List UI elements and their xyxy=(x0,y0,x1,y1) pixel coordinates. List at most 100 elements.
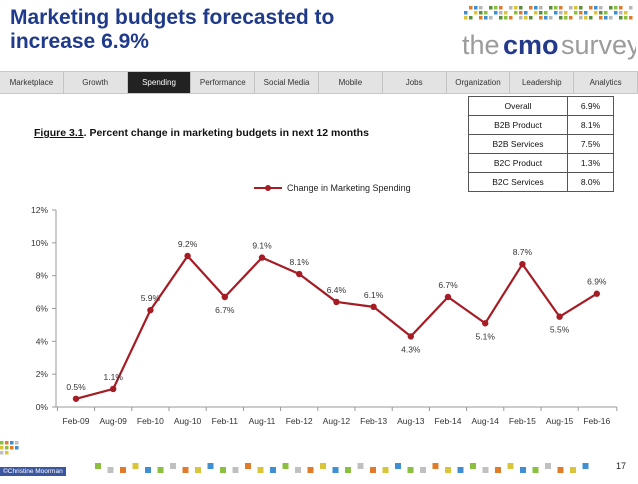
summary-row: B2C Product 1.3% xyxy=(468,153,614,173)
x-tick-label: Feb-09 xyxy=(63,416,90,426)
footer-square xyxy=(382,467,389,473)
summary-row: Overall 6.9% xyxy=(468,96,614,116)
footer-square xyxy=(545,463,551,469)
data-label: 4.3% xyxy=(401,344,421,354)
logo-dot xyxy=(594,6,598,10)
footer-credit: ©Christine Moorman xyxy=(0,467,66,476)
figure-label: Figure 3.1 xyxy=(34,127,84,139)
summary-value: 7.5% xyxy=(567,134,614,154)
data-label: 6.4% xyxy=(327,285,347,295)
footer-square xyxy=(432,463,439,469)
nav-tab-growth[interactable]: Growth xyxy=(64,72,128,93)
logo-dot xyxy=(464,16,468,20)
summary-table: Overall 6.9% B2B Product 8.1% B2B Services 7.… xyxy=(468,96,614,192)
footer-square xyxy=(0,446,4,450)
logo-text-survey: survey xyxy=(561,30,636,60)
data-point xyxy=(556,313,563,320)
logo-dot xyxy=(529,6,533,10)
logo-dot xyxy=(484,16,488,20)
logo-dot xyxy=(499,11,503,15)
logo-dot xyxy=(524,11,528,15)
footer-square xyxy=(470,463,476,469)
logo-text-the: the xyxy=(462,30,500,60)
footer-square xyxy=(15,441,19,445)
line-chart: Change in Marketing Spending 0% 2% 4% 6% 8% 1… xyxy=(31,183,618,426)
nav-tab-marketplace[interactable]: Marketplace xyxy=(0,72,64,93)
footer-square xyxy=(395,463,401,469)
logo-dot xyxy=(589,16,593,20)
footer-square xyxy=(582,463,589,469)
x-tick-label: Aug-09 xyxy=(99,416,127,426)
footer-square xyxy=(257,467,264,473)
footer-square xyxy=(10,446,14,450)
footer-square xyxy=(170,463,176,469)
nav-tab-analytics[interactable]: Analytics xyxy=(574,72,638,93)
x-tick-label: Feb-10 xyxy=(137,416,164,426)
footer-square xyxy=(295,467,301,473)
data-label: 6.7% xyxy=(438,280,458,290)
nav-tab-performance[interactable]: Performance xyxy=(191,72,256,93)
footer-square xyxy=(95,463,101,469)
logo-dot xyxy=(534,6,538,10)
logo-dot xyxy=(479,6,483,10)
nav-tab-mobile[interactable]: Mobile xyxy=(319,72,383,93)
nav-tab-leadership[interactable]: Leadership xyxy=(510,72,575,93)
logo-dot xyxy=(539,6,543,10)
footer-square xyxy=(0,451,4,455)
footer-square xyxy=(107,467,114,473)
summary-value: 1.3% xyxy=(567,153,614,173)
footer-square xyxy=(220,467,226,473)
logo-dot xyxy=(579,11,583,15)
logo-dot xyxy=(559,11,563,15)
footer-square xyxy=(357,463,364,469)
x-tick-label: Feb-12 xyxy=(286,416,313,426)
footer-square xyxy=(207,463,214,469)
y-tick-label: 8% xyxy=(36,271,49,281)
logo-dot xyxy=(479,16,483,20)
x-tick-label: Feb-15 xyxy=(509,416,536,426)
data-label: 5.5% xyxy=(550,325,570,335)
data-point xyxy=(184,252,191,260)
logo-dot xyxy=(574,11,578,15)
footer-square xyxy=(445,467,451,473)
logo-dot xyxy=(629,6,633,10)
summary-label: B2C Product xyxy=(468,153,568,173)
footer-square xyxy=(482,467,489,473)
logo-dot xyxy=(579,16,583,20)
nav-tab-social-media[interactable]: Social Media xyxy=(255,72,319,93)
logo-dot xyxy=(494,6,498,10)
summary-row: B2B Product 8.1% xyxy=(468,115,614,135)
footer-square xyxy=(557,467,564,473)
data-point xyxy=(519,260,526,268)
x-tick-label: Aug-15 xyxy=(546,416,574,426)
logo-dot xyxy=(609,16,613,20)
summary-label: B2B Product xyxy=(468,115,568,135)
y-tick-label: 0% xyxy=(36,402,49,412)
summary-value: 8.0% xyxy=(567,172,614,192)
data-point xyxy=(333,298,340,306)
summary-row: B2B Services 7.5% xyxy=(468,134,614,154)
nav-tab-spending[interactable]: Spending xyxy=(127,72,192,93)
nav-tab-organization[interactable]: Organization xyxy=(447,72,511,93)
logo-dot xyxy=(514,6,518,10)
footer-square xyxy=(532,467,539,473)
logo-dot xyxy=(554,11,558,15)
footer-square xyxy=(370,467,376,473)
logo-dot xyxy=(504,11,508,15)
data-point xyxy=(482,320,489,327)
footer-square xyxy=(495,467,501,473)
y-tick-label: 2% xyxy=(36,369,49,379)
logo-dot xyxy=(504,16,508,20)
logo-dot xyxy=(534,11,538,15)
nav-tab-jobs[interactable]: Jobs xyxy=(383,72,447,93)
footer-square xyxy=(10,441,14,445)
figure-caption: Figure 3.1. Percent change in marketing … xyxy=(34,127,369,139)
x-tick-label: Feb-11 xyxy=(212,416,239,426)
logo-dot xyxy=(539,11,543,15)
legend-marker xyxy=(265,185,271,191)
logo-dot xyxy=(589,6,593,10)
logo-dot xyxy=(614,6,618,10)
data-point xyxy=(258,254,266,261)
logo-dot xyxy=(519,11,523,15)
logo-dot xyxy=(499,6,503,10)
